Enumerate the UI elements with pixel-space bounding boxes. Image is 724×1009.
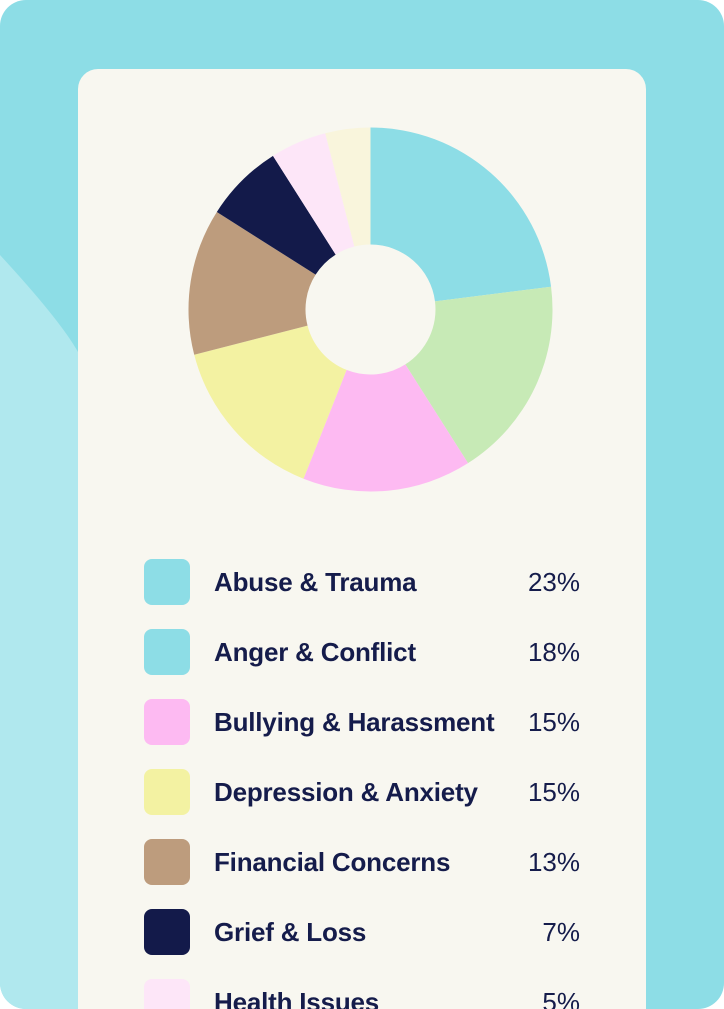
legend-item: Depression & Anxiety 15% xyxy=(144,769,584,839)
legend-percent: 7% xyxy=(542,917,580,947)
legend-swatch xyxy=(144,769,190,815)
donut-slice-1 xyxy=(370,127,552,302)
donut-slice-2 xyxy=(405,286,553,464)
legend-item: Grief & Loss 7% xyxy=(144,909,584,979)
chart-card: Abuse & Trauma 23% Anger & Conflict 18% Bull… xyxy=(78,69,646,1009)
legend-percent: 15% xyxy=(527,707,580,737)
legend-swatch xyxy=(144,629,190,675)
legend-item: Health Issues 5% xyxy=(144,979,584,1009)
legend-percent: 18% xyxy=(527,637,580,667)
legend-label: Anger & Conflict xyxy=(214,637,416,667)
legend-label: Bullying & Harassment xyxy=(214,707,495,737)
legend-swatch xyxy=(144,699,190,745)
legend-swatch xyxy=(144,559,190,605)
legend-swatch xyxy=(144,979,190,1009)
donut-chart xyxy=(188,127,553,492)
legend-item: Bullying & Harassment 15% xyxy=(144,699,584,769)
legend-item: Anger & Conflict 18% xyxy=(144,629,584,699)
legend-swatch xyxy=(144,839,190,885)
donut-slice-4 xyxy=(194,325,347,479)
chart-legend: Abuse & Trauma 23% Anger & Conflict 18% Bull… xyxy=(144,559,584,1009)
donut-slice-8 xyxy=(325,127,371,247)
legend-percent: 15% xyxy=(527,777,580,807)
legend-item: Financial Concerns 13% xyxy=(144,839,584,909)
donut-slice-3 xyxy=(303,364,469,492)
legend-label: Depression & Anxiety xyxy=(214,777,478,807)
legend-label: Financial Concerns xyxy=(214,847,451,877)
legend-percent: 5% xyxy=(542,987,580,1009)
legend-label: Health Issues xyxy=(214,987,380,1009)
legend-percent: 13% xyxy=(527,847,580,877)
legend-item: Abuse & Trauma 23% xyxy=(144,559,584,629)
donut-slice-6 xyxy=(216,155,336,275)
legend-percent: 23% xyxy=(527,567,580,597)
legend-label: Abuse & Trauma xyxy=(214,567,417,597)
legend-swatch xyxy=(144,909,190,955)
legend-label: Grief & Loss xyxy=(214,917,367,947)
donut-slice-5 xyxy=(188,211,316,355)
donut-slice-7 xyxy=(272,133,355,255)
